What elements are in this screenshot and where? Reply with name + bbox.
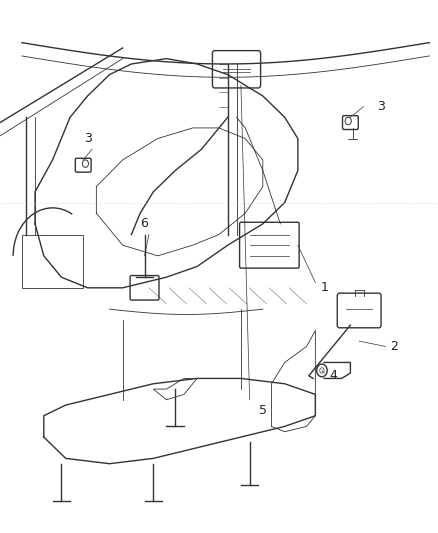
- FancyBboxPatch shape: [22, 235, 83, 288]
- Text: 6: 6: [141, 217, 148, 230]
- Circle shape: [82, 160, 88, 167]
- Text: 3: 3: [84, 132, 92, 145]
- FancyBboxPatch shape: [240, 222, 299, 268]
- Polygon shape: [153, 378, 197, 400]
- Text: 1: 1: [320, 281, 328, 294]
- FancyBboxPatch shape: [130, 276, 159, 300]
- Text: 3: 3: [377, 100, 385, 113]
- Circle shape: [345, 117, 351, 125]
- Text: 2: 2: [390, 340, 398, 353]
- Text: 4: 4: [329, 369, 337, 382]
- FancyBboxPatch shape: [343, 116, 358, 130]
- Circle shape: [317, 364, 327, 377]
- FancyBboxPatch shape: [75, 158, 91, 172]
- FancyBboxPatch shape: [337, 293, 381, 328]
- Text: 5: 5: [259, 404, 267, 417]
- Circle shape: [320, 368, 324, 373]
- FancyBboxPatch shape: [212, 51, 261, 88]
